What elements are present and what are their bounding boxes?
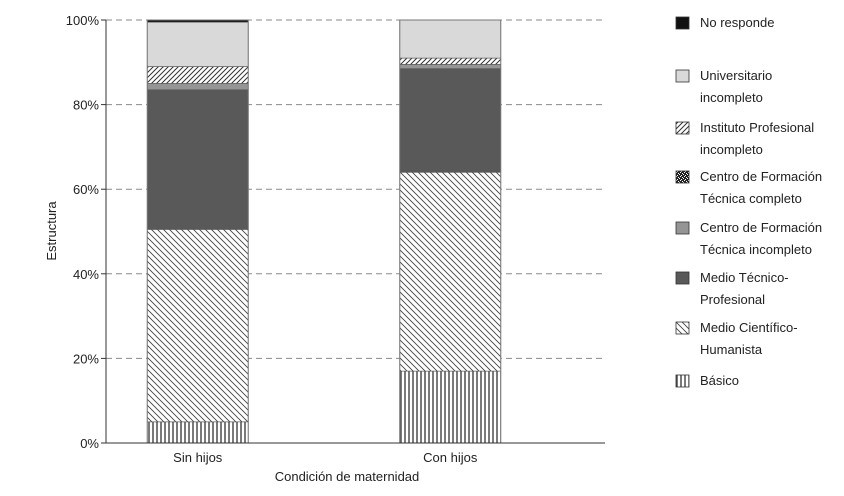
legend-swatch (675, 16, 690, 30)
legend-label: Instituto Profesional (700, 120, 814, 135)
bar-segment (146, 89, 249, 230)
legend-label: No responde (700, 15, 774, 30)
bar-segment (399, 19, 502, 59)
legend: No responde Universitario incompleto Instit… (675, 15, 822, 388)
legend-label: Centro de Formación (700, 220, 822, 235)
legend-label: Universitario (700, 68, 772, 83)
legend-swatch (675, 170, 690, 184)
bar-segment (146, 83, 249, 91)
legend-label: Medio Técnico- (700, 270, 789, 285)
bar-segment (146, 229, 249, 423)
axes: 0% 20% 40% 60% 80% 100% Sin hijos Con hijos (66, 13, 605, 465)
legend-swatch (675, 271, 690, 285)
legend-label: Humanista (700, 342, 763, 357)
y-axis-title: Estructura (44, 201, 59, 261)
legend-swatch (675, 121, 690, 135)
bar-segment (146, 21, 249, 67)
legend-label: Técnica incompleto (700, 242, 812, 257)
y-tick-label: 0% (80, 436, 99, 451)
x-tick-label: Con hijos (423, 450, 478, 465)
y-tick-label: 60% (73, 182, 99, 197)
y-tick-label: 80% (73, 98, 99, 113)
legend-swatch (675, 374, 690, 388)
legend-label: incompleto (700, 142, 763, 157)
bar-segment (399, 64, 502, 69)
bars (146, 19, 502, 444)
y-tick-label: 40% (73, 267, 99, 282)
legend-swatch (675, 221, 690, 235)
x-tick-label: Sin hijos (173, 450, 223, 465)
bar-segment (146, 421, 249, 444)
bar-segment (399, 370, 502, 444)
legend-swatch (675, 321, 690, 335)
y-tick-label: 20% (73, 351, 99, 366)
legend-label: Centro de Formación (700, 169, 822, 184)
bar-segment (146, 66, 249, 84)
legend-label: Profesional (700, 292, 765, 307)
legend-swatch (675, 69, 690, 83)
legend-label: Básico (700, 373, 739, 388)
x-axis-title: Condición de maternidad (275, 469, 420, 484)
legend-label: incompleto (700, 90, 763, 105)
legend-label: Técnica completo (700, 191, 802, 206)
y-tick-label: 100% (66, 13, 100, 28)
bar-segment (399, 171, 502, 372)
bar-segment (399, 57, 502, 65)
legend-label: Medio Científico- (700, 320, 798, 335)
bar-segment (399, 68, 502, 173)
